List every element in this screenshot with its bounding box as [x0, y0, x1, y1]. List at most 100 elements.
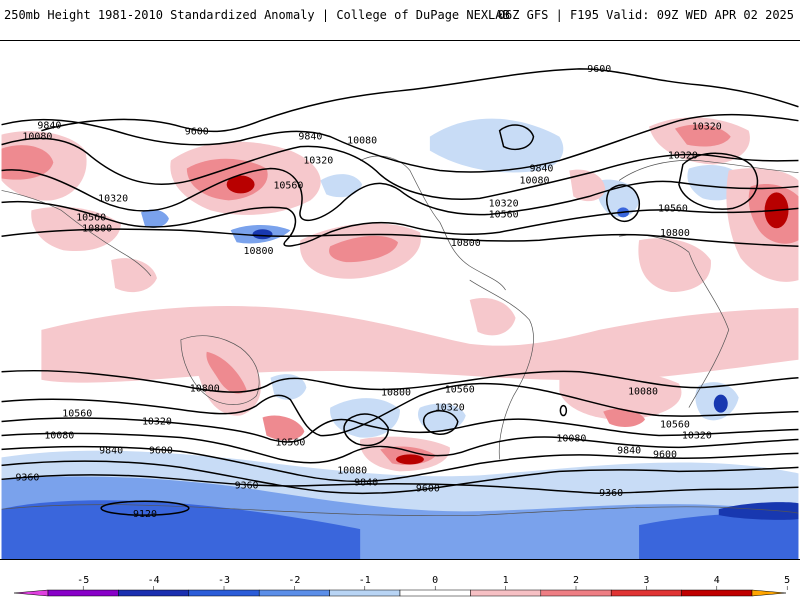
contour-south-pacific-loop-2	[422, 410, 459, 435]
contour-label: 10320	[692, 122, 722, 133]
contour-label: 10560	[489, 209, 519, 220]
contour-label: 10320	[142, 417, 172, 428]
contour-label: 10080	[628, 387, 658, 398]
legend-segment	[258, 589, 330, 597]
contour-label: 10800	[82, 223, 112, 234]
contour-label: 10080	[337, 465, 367, 476]
contour-label: 9360	[599, 488, 623, 499]
legend-tick-label: 5	[784, 575, 790, 586]
contour-label: 10320	[303, 156, 333, 167]
legend-segment	[13, 589, 49, 597]
contour-label: 9840	[617, 445, 641, 456]
contour-label: 10320	[435, 403, 465, 414]
contour-label: 10560	[660, 420, 690, 431]
contour-label: 10800	[451, 238, 481, 249]
tasman-red	[262, 415, 305, 441]
greenland-blue	[429, 118, 564, 173]
legend-tick-label: -4	[148, 575, 160, 586]
legend-tick-label: 0	[432, 575, 438, 586]
legend-segments	[13, 589, 787, 597]
contour-label-layer: 9600 9600 9840 10080 9840 10080 10320 10…	[15, 64, 721, 520]
asia-west-coast	[1, 190, 152, 277]
contour-label: 10560	[62, 409, 92, 420]
contour-10080-south	[1, 432, 799, 464]
contour-9600-north	[41, 68, 799, 133]
legend-segment	[610, 589, 682, 597]
legend-tick-label: 4	[714, 575, 720, 586]
contour-9840-north	[1, 113, 799, 173]
contour-label: 10560	[273, 180, 303, 191]
africa-red	[638, 238, 711, 293]
contour-label: 9600	[149, 445, 173, 456]
legend-segment	[399, 589, 471, 597]
contour-indian-ocean-loop	[559, 404, 568, 417]
europe-red-mid	[674, 124, 731, 147]
legend-segment	[118, 589, 190, 597]
contour-atlantic-loop	[606, 184, 640, 222]
contour-9360-south	[1, 474, 799, 495]
antarctica-coast	[1, 504, 799, 517]
height-contours	[1, 68, 799, 516]
contour-label: 9600	[185, 127, 209, 138]
header: 250mb Height 1981-2010 Standardized Anom…	[0, 0, 800, 40]
contour-10560-north	[1, 200, 799, 247]
south-pacific-blue	[330, 398, 400, 438]
positive-anomaly-shading	[1, 117, 799, 472]
central-pacific-red-mid	[329, 235, 399, 263]
contour-label: 10080	[519, 175, 549, 186]
south-pacific-red-core	[396, 454, 424, 465]
contour-10320-south	[1, 417, 799, 443]
anomaly-map: 9600 9600 9840 10080 9840 10080 10320 10…	[0, 40, 800, 560]
contour-label: 10320	[98, 193, 128, 204]
contour-label: 10560	[658, 203, 688, 214]
header-title: 250mb Height 1981-2010 Standardized Anom…	[4, 8, 510, 22]
legend-colorbar: -5 -4 -3 -2 -1 0 1 2 3 4 5	[13, 575, 790, 597]
contour-10560-south	[1, 382, 799, 437]
contour-label: 10080	[22, 132, 52, 143]
legend-segment	[188, 589, 260, 597]
gulf-alaska-blue	[320, 174, 363, 198]
legend-segment	[329, 589, 401, 597]
contour-label: 10560	[76, 212, 106, 223]
legend-tick-label: 3	[643, 575, 649, 586]
legend-segment	[540, 589, 612, 597]
contour-9120-loop	[100, 500, 190, 516]
legend-tick-labels: -5 -4 -3 -2 -1 0 1 2 3 4 5	[77, 575, 790, 590]
contour-label: 10080	[556, 433, 586, 444]
legend-tick-label: -1	[359, 575, 371, 586]
africa-coast	[619, 234, 730, 408]
australia-coast	[180, 335, 260, 405]
coastlines	[1, 155, 799, 517]
europe-asia-coast	[618, 159, 799, 181]
contour-label: 9600	[587, 64, 611, 75]
contour-label: 9840	[37, 121, 61, 132]
australia-red-mid	[206, 351, 247, 394]
south-america-coast	[469, 279, 534, 460]
legend-segment	[470, 589, 542, 597]
antarctic-blue-core	[718, 502, 799, 520]
contour-label: 9840	[354, 477, 378, 488]
header-run-info: 06Z GFS | F195 Valid: 09Z WED APR 02 202…	[497, 8, 794, 22]
contour-label: 10320	[489, 198, 519, 209]
legend-tick-label: -5	[77, 575, 89, 586]
contour-9600-south	[1, 460, 799, 495]
legend-tick-label: 2	[573, 575, 579, 586]
south-atlantic-red-mid	[603, 408, 646, 427]
contour-label: 10800	[381, 388, 411, 399]
pacific-blue-core	[252, 229, 273, 240]
north-pacific-red-core	[226, 175, 255, 194]
contour-siberia-loop	[678, 152, 759, 210]
contour-label: 10320	[682, 430, 712, 441]
atlantic-red	[569, 169, 606, 202]
legend-tick-label: -2	[288, 575, 300, 586]
east-asia-red-mid	[1, 145, 54, 180]
contour-label: 9360	[235, 480, 259, 491]
contour-label: 9360	[15, 472, 39, 483]
legend-segment	[681, 589, 753, 597]
contour-label: 10560	[275, 437, 305, 448]
antarctic-blue-deep-west	[1, 500, 361, 559]
negative-anomaly-shading	[1, 118, 799, 559]
contour-label: 10080	[44, 430, 74, 441]
contour-9840-south	[1, 445, 799, 483]
south-pacific-blue-2	[417, 403, 466, 432]
